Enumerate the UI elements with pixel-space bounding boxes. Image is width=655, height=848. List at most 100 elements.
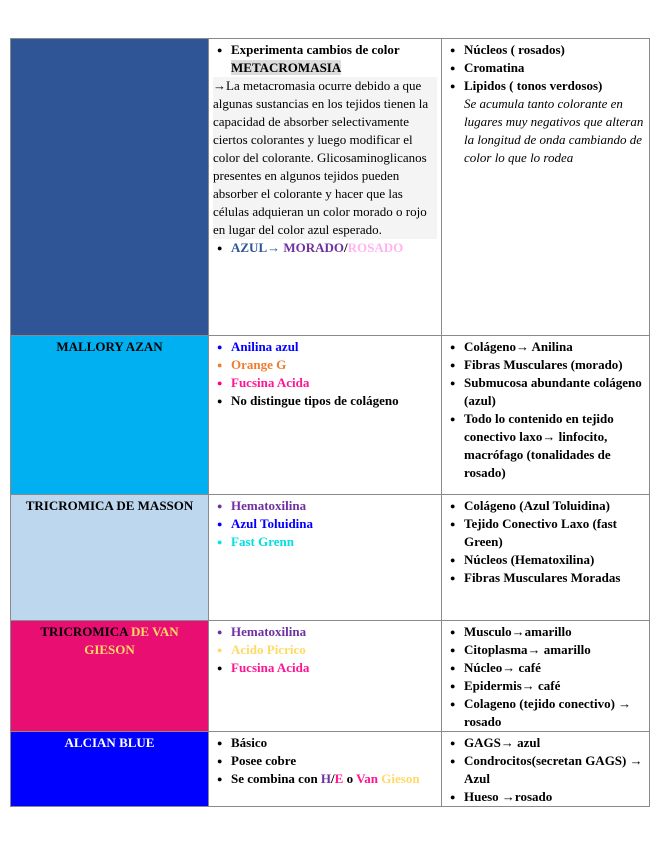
reagents-cell: ● Hematoxilina ● Acido Picrico ● Fucsina Acid… <box>208 620 442 732</box>
bullet-icon: ● <box>450 342 456 352</box>
text-run: AZUL→ <box>231 240 284 255</box>
list-item: ● Citoplasma→ amarillo <box>450 641 645 659</box>
text-run: ROSADO <box>347 240 404 255</box>
list-item: ● Núcleos ( rosados) <box>450 41 645 59</box>
list-item: ● Hematoxilina <box>217 623 437 641</box>
stain-name: ALCIAN BLUE <box>64 735 155 750</box>
bullet-icon: ● <box>217 738 223 748</box>
bullet-icon: ● <box>450 663 456 673</box>
text-run: Fucsina Acida <box>231 375 310 390</box>
table-row: MALLORY AZAN ● Anilina azul ● Orange G ● Fucsi… <box>10 335 650 495</box>
bullet-list: ● Básico ● Posee cobre ● Se combina con H/E o… <box>213 734 437 788</box>
bullet-icon: ● <box>217 501 223 511</box>
bullet-list: ● Núcleos ( rosados) ● Cromatina ● Lipidos ( … <box>446 41 645 167</box>
list-item: ● Colágeno (Azul Toluidina) <box>450 497 645 515</box>
text-run: Se combina con <box>231 771 321 786</box>
text-run: Condrocitos(secretan GAGS) → Azul <box>464 753 643 786</box>
table-row: TRICROMICA DE MASSON ● Hematoxilina ● Azul T… <box>10 494 650 621</box>
text-run: Hueso →rosado <box>464 789 553 804</box>
list-item: ● Fibras Musculares (morado) <box>450 356 645 374</box>
bullet-icon: ● <box>217 342 223 352</box>
bullet-list: ● Musculo→amarillo ● Citoplasma→ amarillo ● N… <box>446 623 645 731</box>
text-run: o <box>343 771 357 786</box>
list-item: ● Experimenta cambios de color METACROMAS… <box>217 41 437 77</box>
stain-table: ● Experimenta cambios de color METACROMAS… <box>10 38 650 807</box>
text-run: MORADO <box>283 240 345 255</box>
bullet-icon: ● <box>450 45 456 55</box>
list-item: ● Condrocitos(secretan GAGS) → Azul <box>450 752 645 788</box>
list-item: ● Fucsina Acida <box>217 659 437 677</box>
bullet-icon: ● <box>217 378 223 388</box>
text-run: Anilina azul <box>231 339 299 354</box>
text-run: Cromatina <box>464 60 525 75</box>
text-run: Posee cobre <box>231 753 297 768</box>
stain-name-cell <box>10 38 209 336</box>
stain-name-cell: TRICROMICA DE MASSON <box>10 494 209 621</box>
text-run: Fibras Musculares (morado) <box>464 357 623 372</box>
stain-name: TRICROMICA DE MASSON <box>25 498 194 513</box>
list-item: ● Tejido Conectivo Laxo (fast Green) <box>450 515 645 551</box>
bullet-icon: ● <box>450 738 456 748</box>
bullet-list: ● Experimenta cambios de color METACROMAS… <box>213 41 437 257</box>
bullet-icon: ● <box>450 756 456 766</box>
text-run: / <box>344 240 348 255</box>
list-item: ● GAGS→ azul <box>450 734 645 752</box>
bullet-icon: ● <box>450 681 456 691</box>
list-item: ● Orange G <box>217 356 437 374</box>
reagents-cell: ● Anilina azul ● Orange G ● Fucsina Acida ● No … <box>208 335 442 495</box>
table-row: ALCIAN BLUE ● Básico ● Posee cobre ● Se combin… <box>10 731 650 807</box>
list-item: ● Todo lo contenido en tejido conectivo l… <box>450 410 645 482</box>
table-row: TRICROMICA DE VAN GIESON ● Hematoxilina ● Ac… <box>10 620 650 732</box>
bullet-icon: ● <box>450 414 456 424</box>
bullet-list: ● GAGS→ azul ● Condrocitos(secretan GAGS) →… <box>446 734 645 806</box>
text-run: Tejido Conectivo Laxo (fast Green) <box>464 516 617 549</box>
text-run: Hematoxilina <box>231 498 307 513</box>
stain-name: TRICROMICA <box>40 624 132 639</box>
bullet-icon: ● <box>217 627 223 637</box>
text-run: Fucsina Acida <box>231 660 310 675</box>
bullet-icon: ● <box>450 645 456 655</box>
text-run: Lipidos ( tonos verdosos) <box>464 78 603 93</box>
reagents-cell: ● Hematoxilina ● Azul Toluidina ● Fast Grenn <box>208 494 442 621</box>
bullet-icon: ● <box>450 501 456 511</box>
list-item: ● AZUL→ MORADO/ROSADO <box>217 239 437 257</box>
bullet-icon: ● <box>450 63 456 73</box>
text-run: Acido Picrico <box>231 642 306 657</box>
text-run: GAGS→ azul <box>464 735 541 750</box>
text-run: E <box>334 771 344 786</box>
text-run: H <box>320 771 332 786</box>
text-run: Núcleos (Hematoxilina) <box>464 552 595 567</box>
text-run: Epidermis→ café <box>464 678 561 693</box>
stain-name-cell: TRICROMICA DE VAN GIESON <box>10 620 209 732</box>
bullet-icon: ● <box>450 555 456 565</box>
list-item: ● No distingue tipos de colágeno <box>217 392 437 410</box>
list-item: ● Anilina azul <box>217 338 437 356</box>
bullet-icon: ● <box>450 627 456 637</box>
list-item: ● Epidermis→ café <box>450 677 645 695</box>
bullet-icon: ● <box>217 663 223 673</box>
text-run: METACROMASIA <box>231 60 342 75</box>
bullet-list: ● Hematoxilina ● Azul Toluidina ● Fast Grenn <box>213 497 437 551</box>
bullet-icon: ● <box>217 45 223 55</box>
text-run: Colágeno (Azul Toluidina) <box>464 498 610 513</box>
table-row: ● Experimenta cambios de color METACROMAS… <box>10 38 650 336</box>
text-run: Fibras Musculares Moradas <box>464 570 621 585</box>
bullet-icon: ● <box>450 699 456 709</box>
text-run: Submucosa abundante colágeno (azul) <box>464 375 642 408</box>
text-run: Gieson <box>381 771 420 786</box>
bullet-icon: ● <box>217 396 223 406</box>
list-item: ● Submucosa abundante colágeno (azul) <box>450 374 645 410</box>
results-cell: ● Colágeno (Azul Toluidina) ● Tejido Conect… <box>441 494 650 621</box>
list-item: ● Colageno (tejido conectivo) → rosado <box>450 695 645 731</box>
list-item: ● Cromatina <box>450 59 645 77</box>
text-run: Colageno (tejido conectivo) → rosado <box>464 696 632 729</box>
stain-name: DE VAN GIESON <box>84 624 179 657</box>
text-run: Fast Grenn <box>231 534 294 549</box>
list-item: ● Hematoxilina <box>217 497 437 515</box>
stain-name-cell: ALCIAN BLUE <box>10 731 209 807</box>
text-run: Básico <box>231 735 268 750</box>
paragraph: →La metacromasia ocurre debido a que alg… <box>213 77 437 239</box>
stain-name: MALLORY AZAN <box>56 339 163 354</box>
list-item: ● Fibras Musculares Moradas <box>450 569 645 587</box>
text-run: Hematoxilina <box>231 624 307 639</box>
